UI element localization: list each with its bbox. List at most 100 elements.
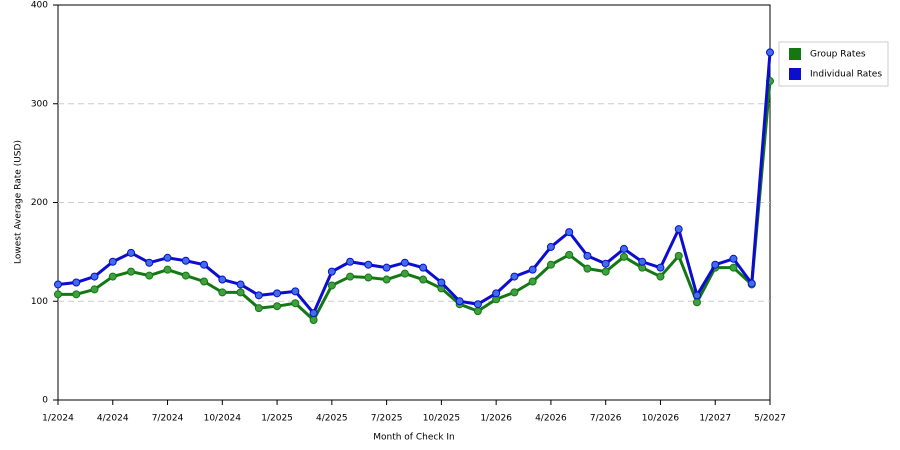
data-point: [200, 260, 209, 269]
data-point: [181, 256, 190, 265]
data-point: [711, 260, 720, 269]
data-point: [163, 253, 172, 262]
series-line: [57, 52, 772, 315]
data-point: [455, 297, 464, 306]
y-tick-label: 100: [31, 297, 48, 307]
data-point: [437, 278, 446, 287]
data-point: [273, 289, 282, 298]
x-tick-label: 4/2026: [535, 414, 567, 424]
data-point: [145, 271, 154, 280]
data-point: [692, 291, 701, 300]
x-tick-label: 7/2026: [590, 414, 622, 424]
data-point: [346, 257, 355, 266]
x-tick-label: 10/2026: [642, 414, 680, 424]
x-tick-label: 5/2027: [754, 414, 786, 424]
data-point: [218, 288, 227, 297]
data-point: [236, 280, 245, 289]
x-tick-label: 1/2026: [480, 414, 512, 424]
series-line: [58, 80, 772, 322]
y-tick-label: 200: [31, 198, 48, 208]
data-point: [565, 250, 574, 259]
data-point: [619, 252, 628, 261]
data-point: [729, 254, 738, 263]
legend-label: Individual Rates: [810, 70, 882, 80]
data-point: [364, 273, 373, 282]
data-point: [510, 288, 519, 297]
y-tick-label: 0: [42, 396, 48, 406]
x-tick-label: 1/2025: [261, 414, 293, 424]
data-point: [528, 265, 537, 274]
data-point: [382, 263, 391, 272]
data-point: [327, 267, 336, 276]
data-point: [400, 269, 409, 278]
data-point: [309, 309, 318, 318]
data-point: [218, 275, 227, 284]
data-point: [747, 279, 756, 288]
data-point: [90, 285, 99, 294]
data-point: [565, 228, 574, 237]
data-point: [583, 251, 592, 260]
data-point: [546, 260, 555, 269]
x-tick-label: 7/2024: [152, 414, 184, 424]
data-point: [200, 277, 209, 286]
legend-label: Group Rates: [810, 50, 866, 60]
y-tick-label: 400: [31, 1, 48, 11]
data-point: [108, 272, 117, 281]
data-point: [72, 278, 81, 287]
x-tick-label: 1/2024: [42, 414, 74, 424]
data-point: [601, 267, 610, 276]
data-point: [528, 277, 537, 286]
data-point: [72, 290, 81, 299]
data-point: [127, 267, 136, 276]
data-point: [108, 257, 117, 266]
data-point: [656, 272, 665, 281]
data-point: [674, 251, 683, 260]
x-tick-label: 4/2025: [316, 414, 348, 424]
data-point: [656, 263, 665, 272]
data-point: [419, 263, 428, 272]
y-axis-label: Lowest Average Rate (USD): [14, 140, 24, 264]
data-point: [364, 260, 373, 269]
x-tick-label: 4/2024: [97, 414, 129, 424]
x-tick-label: 1/2027: [699, 414, 731, 424]
data-point: [729, 263, 738, 272]
data-point: [619, 244, 628, 253]
data-point: [273, 302, 282, 311]
data-point: [54, 290, 62, 299]
data-point: [181, 271, 190, 280]
data-point: [127, 248, 136, 257]
data-point: [163, 265, 172, 274]
data-point: [601, 259, 610, 268]
x-tick-label: 7/2025: [371, 414, 403, 424]
data-point: [254, 291, 263, 300]
data-point: [510, 272, 519, 281]
data-point: [291, 299, 300, 308]
x-tick-label: 10/2025: [423, 414, 460, 424]
x-axis-label: Month of Check In: [373, 433, 455, 443]
legend-swatch: [789, 48, 801, 60]
data-point: [327, 281, 336, 290]
x-tick-label: 10/2024: [204, 414, 242, 424]
data-point: [473, 300, 482, 309]
data-point: [546, 242, 555, 251]
data-point: [236, 288, 245, 297]
data-point: [766, 48, 774, 57]
data-point: [382, 275, 391, 284]
data-point: [638, 257, 647, 266]
data-point: [473, 307, 482, 316]
data-point: [54, 280, 62, 289]
y-tick-label: 300: [31, 99, 48, 109]
data-point: [291, 287, 300, 296]
data-point: [400, 258, 409, 267]
data-point: [254, 304, 263, 313]
data-point: [492, 289, 501, 298]
data-point: [692, 298, 701, 307]
data-point: [583, 264, 592, 273]
data-point: [90, 272, 99, 281]
legend-swatch: [789, 68, 801, 80]
data-point: [419, 275, 428, 284]
data-point: [674, 225, 683, 234]
data-point: [145, 258, 154, 267]
data-point: [346, 272, 355, 281]
